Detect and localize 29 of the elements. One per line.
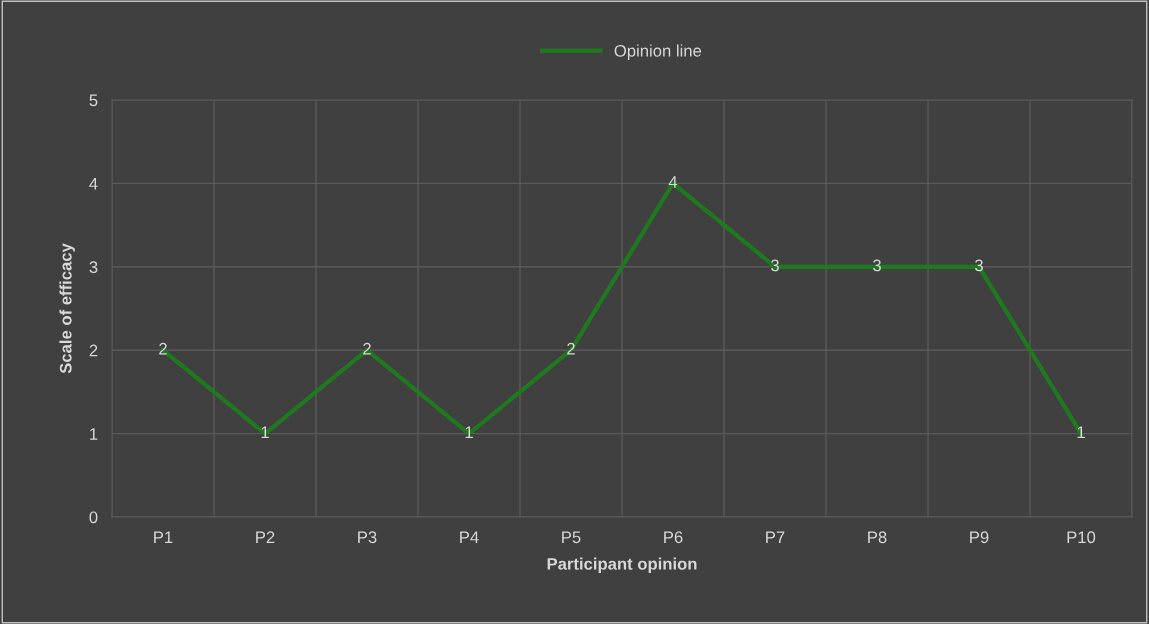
- y-tick-label: 2: [89, 344, 98, 357]
- data-label: 2: [159, 342, 167, 355]
- data-label: 2: [363, 342, 371, 355]
- x-tick-label: P2: [256, 531, 275, 543]
- y-tick-label: 3: [89, 261, 98, 273]
- x-tick-label: P8: [868, 531, 887, 544]
- data-label: 3: [771, 259, 779, 272]
- x-tick-label: P3: [358, 531, 377, 544]
- x-tick-label: P1: [154, 531, 173, 543]
- data-label: 4: [668, 176, 678, 188]
- data-label: 1: [1077, 426, 1085, 438]
- data-label: 3: [975, 259, 983, 272]
- x-tick-label: P5: [562, 531, 581, 544]
- y-tick-label: 0: [89, 511, 98, 524]
- data-label: 2: [567, 342, 575, 355]
- data-label: 3: [873, 259, 881, 272]
- x-tick-label: P4: [460, 531, 479, 543]
- y-tick-label: 1: [90, 428, 98, 440]
- data-label: 1: [261, 426, 269, 438]
- x-tick-label: P7: [766, 531, 785, 543]
- x-tick-label: P6: [664, 531, 683, 544]
- y-axis-title: Scale of efficacy: [59, 243, 75, 374]
- x-tick-label: P9: [970, 531, 989, 544]
- legend-label: Opinion line: [614, 44, 702, 60]
- data-label: 1: [465, 426, 473, 438]
- y-tick-label: 4: [89, 177, 98, 190]
- x-axis-title: Participant opinion: [547, 557, 697, 574]
- x-tick-label: P10: [1067, 531, 1096, 544]
- y-tick-label: 5: [89, 94, 98, 107]
